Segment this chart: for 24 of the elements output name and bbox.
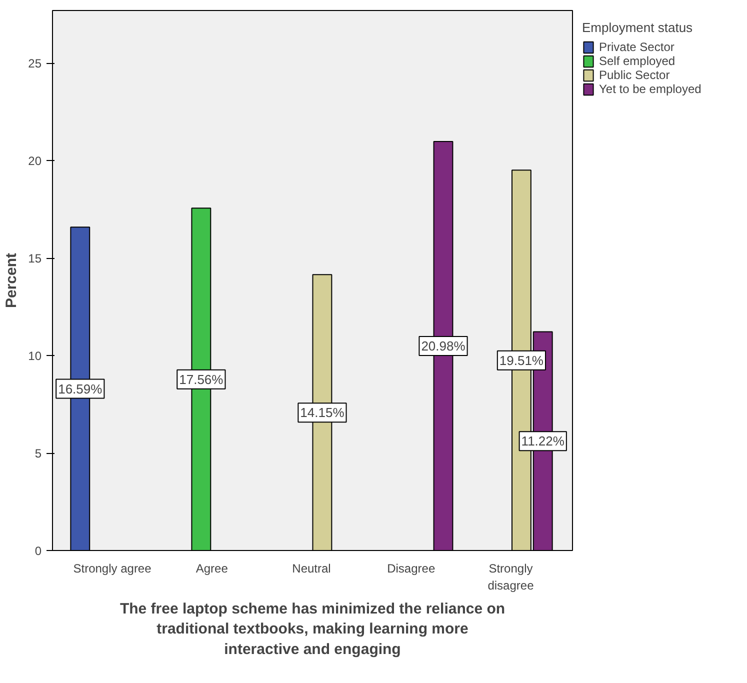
legend-label: Private Sector — [599, 40, 674, 54]
x-tick-label: Agree — [196, 562, 228, 576]
x-tick-label: Strongly agree — [73, 562, 152, 576]
legend-label: Public Sector — [599, 68, 670, 82]
data-label: 19.51% — [499, 352, 544, 368]
y-axis-title: Percent — [3, 252, 20, 308]
y-tick-label: 20 — [28, 154, 42, 168]
y-tick-label: 5 — [34, 446, 42, 461]
legend-title: Employment status — [582, 20, 694, 35]
data-label: 17.56% — [179, 372, 224, 387]
data-label: 16.59% — [58, 381, 103, 396]
y-tick-label: 15 — [28, 252, 42, 266]
y-tick-label: 10 — [28, 349, 42, 364]
y-tick-label: 0 — [34, 544, 42, 558]
y-tick-label: 25 — [28, 56, 42, 71]
data-label: 14.15% — [300, 405, 345, 420]
legend-label: Yet to be employed — [599, 82, 702, 96]
x-axis-title: The free laptop scheme has minimized the reliance on traditional textbooks, making learning more interactive and engaging — [120, 600, 506, 658]
data-label: 20.98% — [421, 338, 466, 354]
legend-label: Self employed — [599, 54, 676, 68]
x-tick-label: Disagree — [387, 562, 436, 576]
data-label: 11.22% — [521, 434, 565, 449]
x-tick-label: Neutral — [292, 562, 331, 576]
x-tick-label: Strongly disagree — [488, 562, 534, 592]
